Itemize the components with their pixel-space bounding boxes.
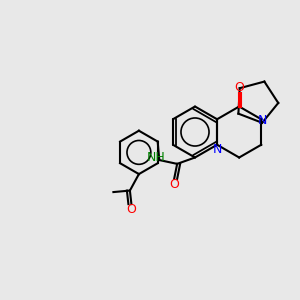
Text: O: O: [169, 178, 179, 191]
Text: O: O: [127, 203, 136, 216]
Text: N: N: [258, 114, 267, 127]
Text: O: O: [234, 81, 244, 94]
Text: NH: NH: [146, 151, 165, 164]
Text: N: N: [212, 143, 222, 156]
